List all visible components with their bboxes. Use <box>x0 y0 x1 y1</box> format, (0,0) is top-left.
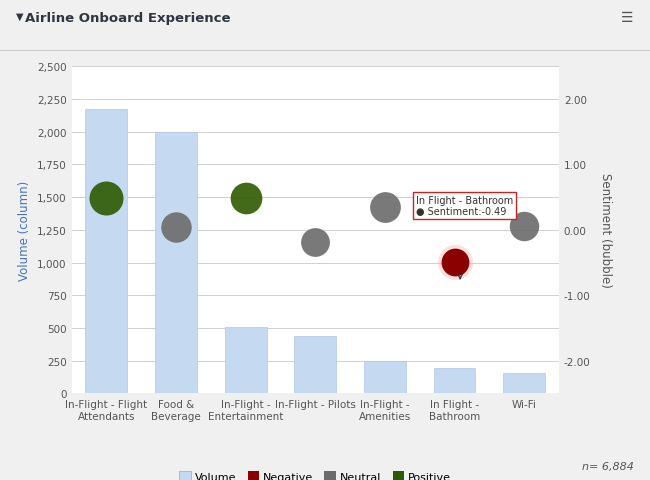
Text: In Flight - Bathroom
● Sentiment:-0.49: In Flight - Bathroom ● Sentiment:-0.49 <box>416 195 514 216</box>
Point <box>380 204 390 211</box>
Point <box>310 238 320 246</box>
Legend: Volume, Negative, Neutral, Positive: Volume, Negative, Neutral, Positive <box>175 467 456 480</box>
Text: ▼: ▼ <box>16 12 24 22</box>
Bar <box>85 109 127 394</box>
Bar <box>364 361 406 394</box>
Bar <box>434 368 475 394</box>
Y-axis label: Volume (column): Volume (column) <box>18 180 31 280</box>
Bar <box>294 336 336 394</box>
Point <box>171 223 181 231</box>
Text: ☰: ☰ <box>621 11 634 25</box>
Point <box>449 259 460 266</box>
Text: n= 6,884: n= 6,884 <box>582 461 634 471</box>
Bar <box>155 132 197 394</box>
Point <box>240 195 251 203</box>
Bar <box>225 327 266 394</box>
Point <box>519 223 529 230</box>
Text: Airline Onboard Experience: Airline Onboard Experience <box>25 12 230 25</box>
Y-axis label: Sentiment (bubble): Sentiment (bubble) <box>599 173 612 288</box>
Point <box>449 259 460 266</box>
Point <box>101 195 112 203</box>
Bar <box>503 373 545 394</box>
